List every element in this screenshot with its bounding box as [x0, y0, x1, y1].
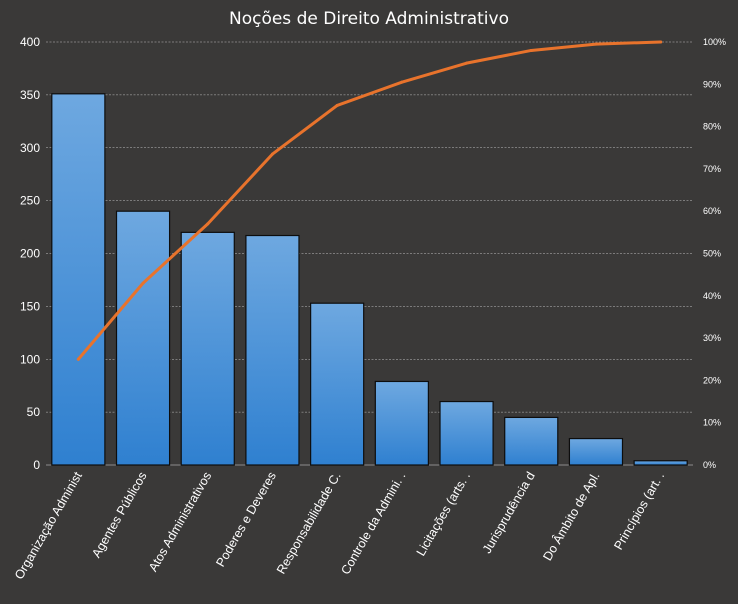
- bar: [51, 93, 106, 466]
- x-tick-label: Agentes Públicos: [89, 470, 149, 561]
- bar: [245, 234, 300, 466]
- cumulative-line: [76, 40, 663, 361]
- line-point: [141, 281, 145, 285]
- y2-tick-label: 40%: [703, 291, 721, 301]
- line-point: [270, 152, 274, 156]
- y2-tick-label: 60%: [703, 206, 721, 216]
- x-tick-label: Poderes e Deveres: [213, 470, 279, 570]
- bars: [51, 93, 688, 466]
- bar: [568, 437, 624, 466]
- y2-tick-label: 80%: [703, 122, 721, 132]
- y2-tick-label: 30%: [703, 333, 721, 343]
- y2-tick-label: 100%: [703, 37, 726, 47]
- y2-tick-label: 70%: [703, 164, 721, 174]
- x-tick-label: Controle da Admini. .: [338, 469, 408, 576]
- bar: [374, 380, 429, 466]
- bar: [504, 416, 559, 466]
- x-tick-label: Jurisprudência d: [480, 469, 538, 555]
- bar: [310, 302, 365, 466]
- line-point: [400, 80, 404, 84]
- x-tick-label: Organização Administ: [12, 469, 85, 582]
- x-tick-label: Atos Administrativos: [146, 470, 214, 574]
- y2-tick-label: 10%: [703, 418, 721, 428]
- line-point: [335, 103, 339, 107]
- line-point: [206, 222, 210, 226]
- y-tick-label: 200: [20, 247, 40, 261]
- x-tick-label: Responsabilidade C.: [274, 470, 344, 577]
- bar: [115, 210, 171, 466]
- x-tick-label: Do Âmbito de Apl.: [540, 469, 603, 563]
- line-point: [465, 61, 469, 65]
- y2-tick-label: 20%: [703, 375, 721, 385]
- y-tick-label: 50: [27, 405, 41, 419]
- bar: [180, 231, 235, 466]
- line-point: [659, 40, 663, 44]
- x-tick-label: Licitações (arts. .: [414, 470, 473, 559]
- y-tick-label: 150: [20, 299, 40, 313]
- cumulative-line-layer: [76, 40, 663, 361]
- bar: [439, 400, 494, 466]
- y-tick-label: 100: [20, 352, 40, 366]
- y2-tick-label: 0%: [703, 460, 716, 470]
- y-tick-label: 250: [20, 194, 40, 208]
- y2-tick-label: 90%: [703, 79, 721, 89]
- y-axis-left: 0 50 100 150 200 250 300 350 400: [20, 35, 40, 472]
- y-tick-label: 400: [20, 35, 40, 49]
- line-point: [76, 357, 80, 361]
- y-tick-label: 0: [33, 458, 40, 472]
- y-tick-label: 350: [20, 88, 40, 102]
- x-tick-label: Princípios (art. .: [611, 470, 667, 553]
- chart-title: Noções de Direito Administrativo: [229, 9, 509, 29]
- x-axis: Organização Administ Agentes PúblicosAtos…: [12, 469, 667, 582]
- line-point: [594, 42, 598, 46]
- y-axis-right: 0% 10% 20% 30% 40% 50% 60% 70% 80% 90% 100%: [703, 37, 726, 470]
- line-point: [529, 48, 533, 52]
- bar: [633, 460, 688, 466]
- y2-tick-label: 50%: [703, 249, 721, 259]
- y-tick-label: 300: [20, 141, 40, 155]
